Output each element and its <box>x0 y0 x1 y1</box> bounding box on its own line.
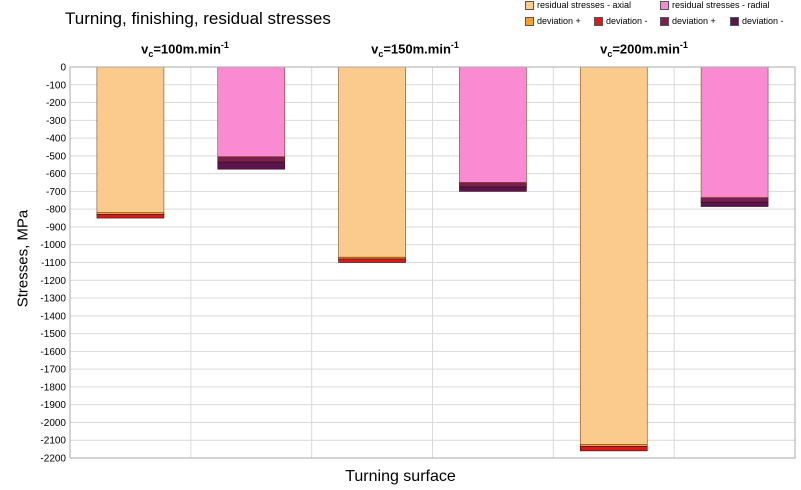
bar-radial-2 <box>700 66 769 203</box>
bar-dev-minus-axial-2 <box>579 446 648 452</box>
y-tick-label: -1500 <box>40 329 66 340</box>
y-tick-label: -400 <box>46 134 66 145</box>
legend-swatch-icon <box>660 17 669 27</box>
legend-item-radial-dev-plus: deviation + <box>660 16 716 27</box>
bar-axial-0 <box>96 66 165 215</box>
chart-title: Turning, finishing, residual stresses <box>65 9 331 28</box>
legend-label: residual stresses - radial <box>672 0 770 10</box>
group-label-vc100: vc=100m.min-1 <box>141 40 229 59</box>
bar-dev-minus-axial-1 <box>338 258 406 263</box>
y-tick-label: -2200 <box>40 454 66 465</box>
legend-label: deviation - <box>606 16 648 26</box>
bar-dev-plus-radial-0 <box>217 156 286 163</box>
group-label-vc150: vc=150m.min-1 <box>371 40 459 59</box>
y-tick-label: -1300 <box>40 294 66 305</box>
legend-swatch-icon <box>594 17 603 27</box>
y-tick-label: -100 <box>46 80 66 91</box>
bar-radial-0 <box>217 66 286 163</box>
y-tick-label: -600 <box>46 169 66 180</box>
bar-dev-plus-radial-1 <box>459 182 527 188</box>
y-tick-label: -1400 <box>40 311 66 322</box>
legend-label: deviation - <box>742 16 784 26</box>
bar-dev-minus-radial-0 <box>217 161 286 170</box>
y-tick-label: -500 <box>46 151 66 162</box>
y-tick-label: -1800 <box>40 382 66 393</box>
legend-item-axial: residual stresses - axial <box>525 0 632 11</box>
y-tick-label: -200 <box>46 98 66 109</box>
legend-swatch-icon <box>525 17 534 27</box>
legend-label: deviation + <box>672 16 716 26</box>
y-tick-label: -2100 <box>40 436 66 447</box>
y-tick-label: -300 <box>46 116 66 127</box>
y-axis-ticks: 0 -100 -200 -300 -400 -500 -600 -700 -800 -900 -10… <box>40 63 66 465</box>
bar-dev-minus-axial-0 <box>96 214 165 219</box>
x-axis-label: Turning surface <box>345 468 456 485</box>
y-tick-label: -800 <box>46 205 66 216</box>
legend-item-axial-dev-minus: deviation - <box>594 16 648 27</box>
plot-border <box>69 66 796 459</box>
y-tick-label: -1100 <box>41 258 66 269</box>
y-axis-label: Stresses, MPa <box>14 209 32 308</box>
bar-axial-2 <box>579 66 648 447</box>
y-tick-label: -900 <box>46 222 66 233</box>
y-tick-label: -1700 <box>40 365 66 376</box>
bar-dev-minus-radial-1 <box>459 186 527 192</box>
legend-swatch-icon <box>525 1 534 11</box>
group-label-vc200: vc=200m.min-1 <box>600 40 688 59</box>
legend-swatch-icon <box>660 1 669 11</box>
bar-axial-1 <box>338 66 406 260</box>
bar-dev-plus-radial-2 <box>700 197 769 203</box>
y-tick-label: -700 <box>46 187 66 198</box>
bars <box>96 66 769 452</box>
y-tick-label: 0 <box>60 63 66 74</box>
legend-swatch-icon <box>730 17 739 27</box>
y-tick-label: -1000 <box>40 240 66 251</box>
y-tick-label: -2000 <box>40 418 66 429</box>
bar-dev-minus-radial-2 <box>700 201 769 207</box>
y-tick-label: -1200 <box>40 276 66 287</box>
legend-item-radial-dev-minus: deviation - <box>730 16 784 27</box>
y-tick-label: -1900 <box>40 400 66 411</box>
y-tick-label: -1600 <box>40 347 66 358</box>
legend-label: residual stresses - axial <box>537 0 632 10</box>
bar-radial-1 <box>459 66 527 188</box>
gridlines <box>70 66 795 459</box>
legend-item-axial-dev-plus: deviation + <box>525 16 581 27</box>
legend-label: deviation + <box>537 16 581 26</box>
legend-item-radial: residual stresses - radial <box>660 0 770 11</box>
